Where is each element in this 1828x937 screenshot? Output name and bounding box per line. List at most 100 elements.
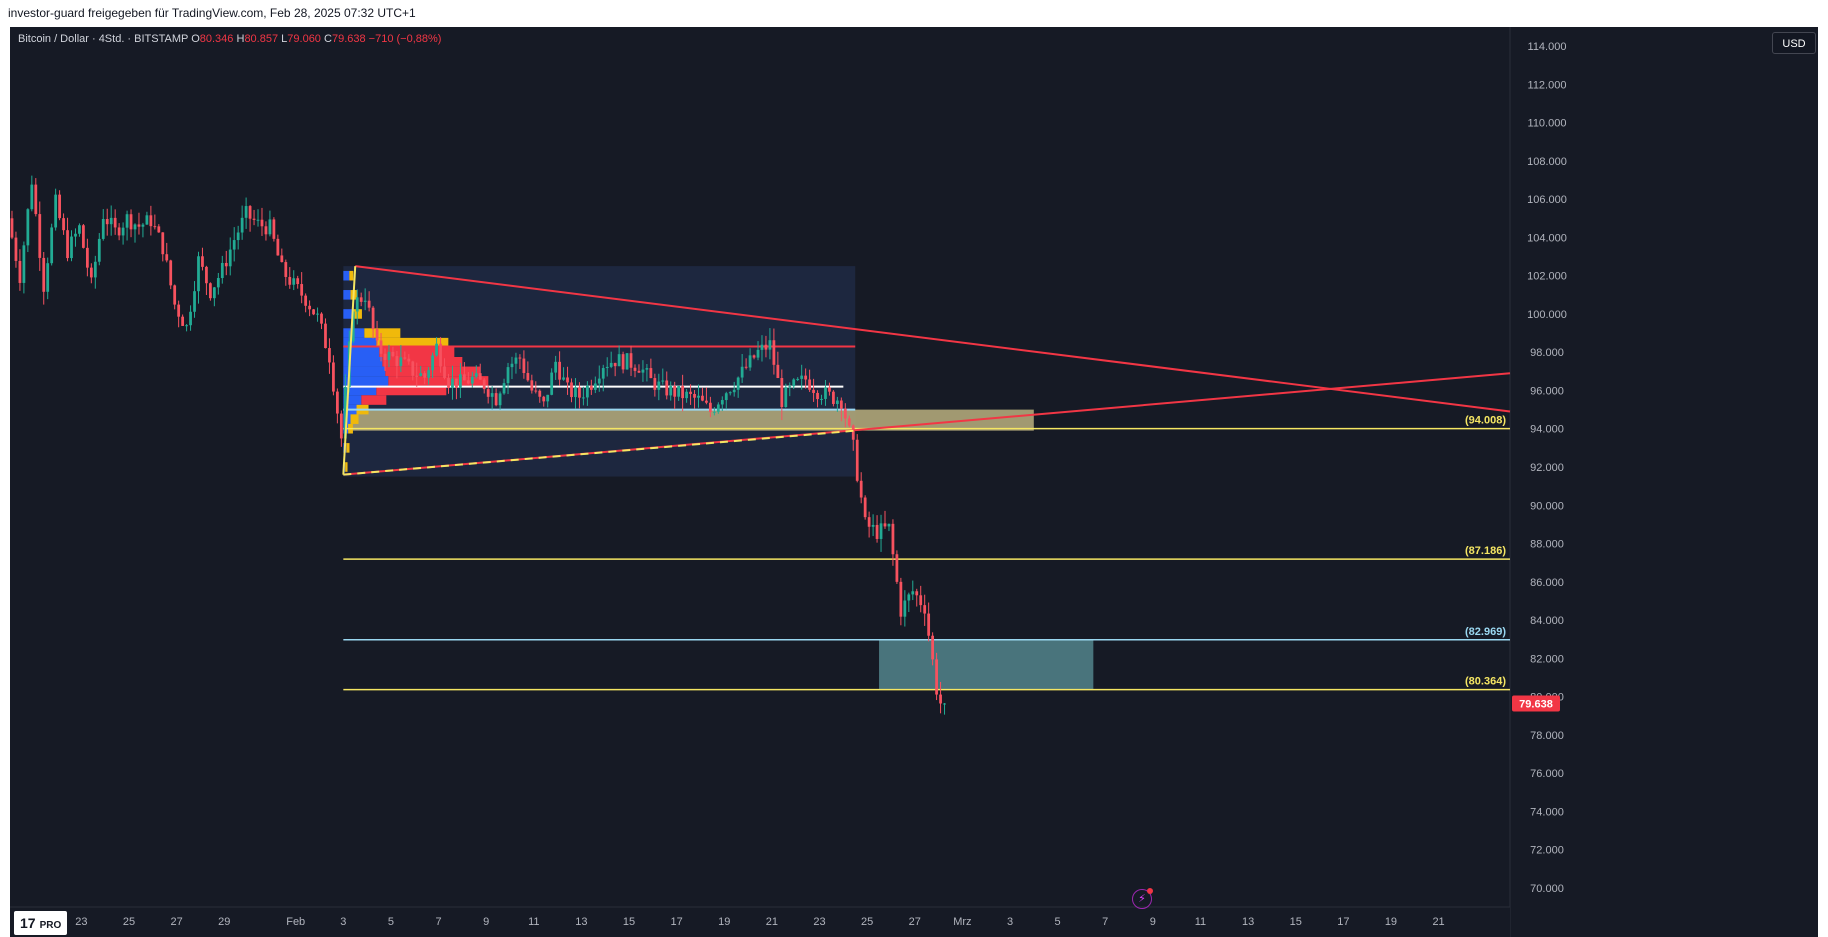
candle-body[interactable] — [462, 374, 466, 381]
candle-body[interactable] — [526, 373, 530, 381]
candle-body[interactable] — [506, 367, 510, 384]
trendline[interactable] — [343, 372, 1511, 476]
candle-body[interactable] — [133, 224, 137, 230]
candle-body[interactable] — [931, 635, 935, 660]
candle-body[interactable] — [149, 215, 153, 227]
candle-body[interactable] — [641, 369, 645, 373]
candle-body[interactable] — [105, 219, 109, 225]
candle-body[interactable] — [780, 378, 784, 408]
candle-body[interactable] — [701, 395, 704, 401]
candle-body[interactable] — [927, 613, 931, 636]
candle-body[interactable] — [835, 400, 839, 404]
candle-body[interactable] — [740, 366, 744, 378]
candle-body[interactable] — [169, 260, 173, 286]
candle-body[interactable] — [62, 218, 65, 231]
candle-body[interactable] — [371, 307, 375, 330]
candle-body[interactable] — [177, 304, 181, 317]
candle-body[interactable] — [617, 354, 621, 367]
candle-body[interactable] — [89, 267, 93, 278]
candle-body[interactable] — [308, 305, 311, 310]
candle-body[interactable] — [601, 368, 605, 379]
candle-body[interactable] — [236, 232, 240, 241]
candle-body[interactable] — [689, 391, 692, 394]
candle-body[interactable] — [153, 226, 157, 228]
candle-body[interactable] — [514, 357, 518, 364]
candle-body[interactable] — [812, 389, 815, 393]
candle-body[interactable] — [534, 390, 538, 392]
candle-body[interactable] — [18, 260, 22, 283]
candle-body[interactable] — [784, 387, 788, 408]
candle-body[interactable] — [839, 400, 843, 409]
candle-body[interactable] — [558, 361, 561, 380]
candle-body[interactable] — [109, 217, 113, 225]
candle-body[interactable] — [300, 284, 304, 296]
candle-body[interactable] — [939, 694, 942, 704]
candle-body[interactable] — [566, 377, 569, 383]
candle-body[interactable] — [871, 524, 875, 527]
candle-body[interactable] — [510, 363, 514, 368]
candle-body[interactable] — [85, 247, 89, 268]
candle-body[interactable] — [324, 323, 327, 349]
candle-body[interactable] — [760, 344, 764, 350]
candle-body[interactable] — [474, 373, 478, 377]
candle-body[interactable] — [451, 378, 454, 389]
candle-body[interactable] — [772, 340, 776, 365]
candle-body[interactable] — [157, 226, 161, 233]
candle-body[interactable] — [288, 276, 292, 285]
candle-body[interactable] — [677, 385, 681, 397]
trendline[interactable] — [355, 265, 1511, 413]
candle-body[interactable] — [431, 355, 435, 371]
price-chart[interactable]: 70.00072.00074.00076.00078.00080.00082.0… — [10, 27, 1818, 937]
candle-body[interactable] — [82, 225, 85, 248]
candle-body[interactable] — [613, 362, 617, 367]
candle-body[interactable] — [716, 404, 720, 412]
candle-body[interactable] — [732, 389, 736, 393]
candle-body[interactable] — [189, 311, 192, 326]
candle-body[interactable] — [113, 217, 117, 228]
candle-body[interactable] — [30, 184, 34, 210]
candle-body[interactable] — [550, 372, 554, 395]
candle-body[interactable] — [935, 659, 938, 695]
candle-body[interactable] — [728, 392, 732, 394]
candle-body[interactable] — [351, 311, 355, 342]
candle-body[interactable] — [216, 278, 220, 288]
candle-body[interactable] — [70, 236, 73, 259]
zone-1[interactable] — [343, 409, 1034, 431]
candle-body[interactable] — [34, 184, 38, 215]
candle-body[interactable] — [391, 351, 395, 357]
candle-body[interactable] — [736, 377, 740, 390]
candle-body[interactable] — [919, 595, 923, 606]
candle-body[interactable] — [705, 400, 708, 403]
candle-body[interactable] — [808, 379, 811, 390]
candle-body[interactable] — [867, 517, 871, 527]
candle-body[interactable] — [209, 283, 212, 299]
trendline[interactable] — [343, 429, 856, 476]
candle-body[interactable] — [522, 358, 526, 374]
candle-body[interactable] — [883, 523, 887, 527]
symbol-legend[interactable]: Bitcoin / Dollar · 4Std. · BITSTAMP O80.… — [18, 33, 441, 45]
candle-body[interactable] — [455, 378, 458, 388]
candle-body[interactable] — [673, 386, 677, 397]
candle-body[interactable] — [121, 227, 125, 236]
candle-body[interactable] — [832, 391, 835, 404]
candle-body[interactable] — [796, 378, 800, 380]
candle-body[interactable] — [443, 366, 446, 378]
candle-body[interactable] — [629, 353, 633, 368]
candle-body[interactable] — [788, 386, 792, 388]
candle-body[interactable] — [923, 605, 927, 614]
candle-body[interactable] — [220, 262, 224, 279]
candle-body[interactable] — [907, 594, 911, 601]
candle-body[interactable] — [911, 591, 915, 595]
candle-body[interactable] — [847, 418, 851, 426]
candle-body[interactable] — [435, 343, 438, 356]
lightning-icon[interactable]: ⚡ — [1132, 888, 1153, 909]
candle-body[interactable] — [625, 353, 629, 370]
candle-body[interactable] — [14, 237, 18, 261]
currency-button[interactable]: USD — [1772, 32, 1816, 54]
candle-body[interactable] — [165, 254, 169, 261]
candle-body[interactable] — [50, 227, 54, 264]
candle-body[interactable] — [899, 581, 903, 617]
candle-body[interactable] — [859, 480, 863, 498]
candle-body[interactable] — [621, 354, 625, 370]
candle-body[interactable] — [411, 361, 415, 376]
